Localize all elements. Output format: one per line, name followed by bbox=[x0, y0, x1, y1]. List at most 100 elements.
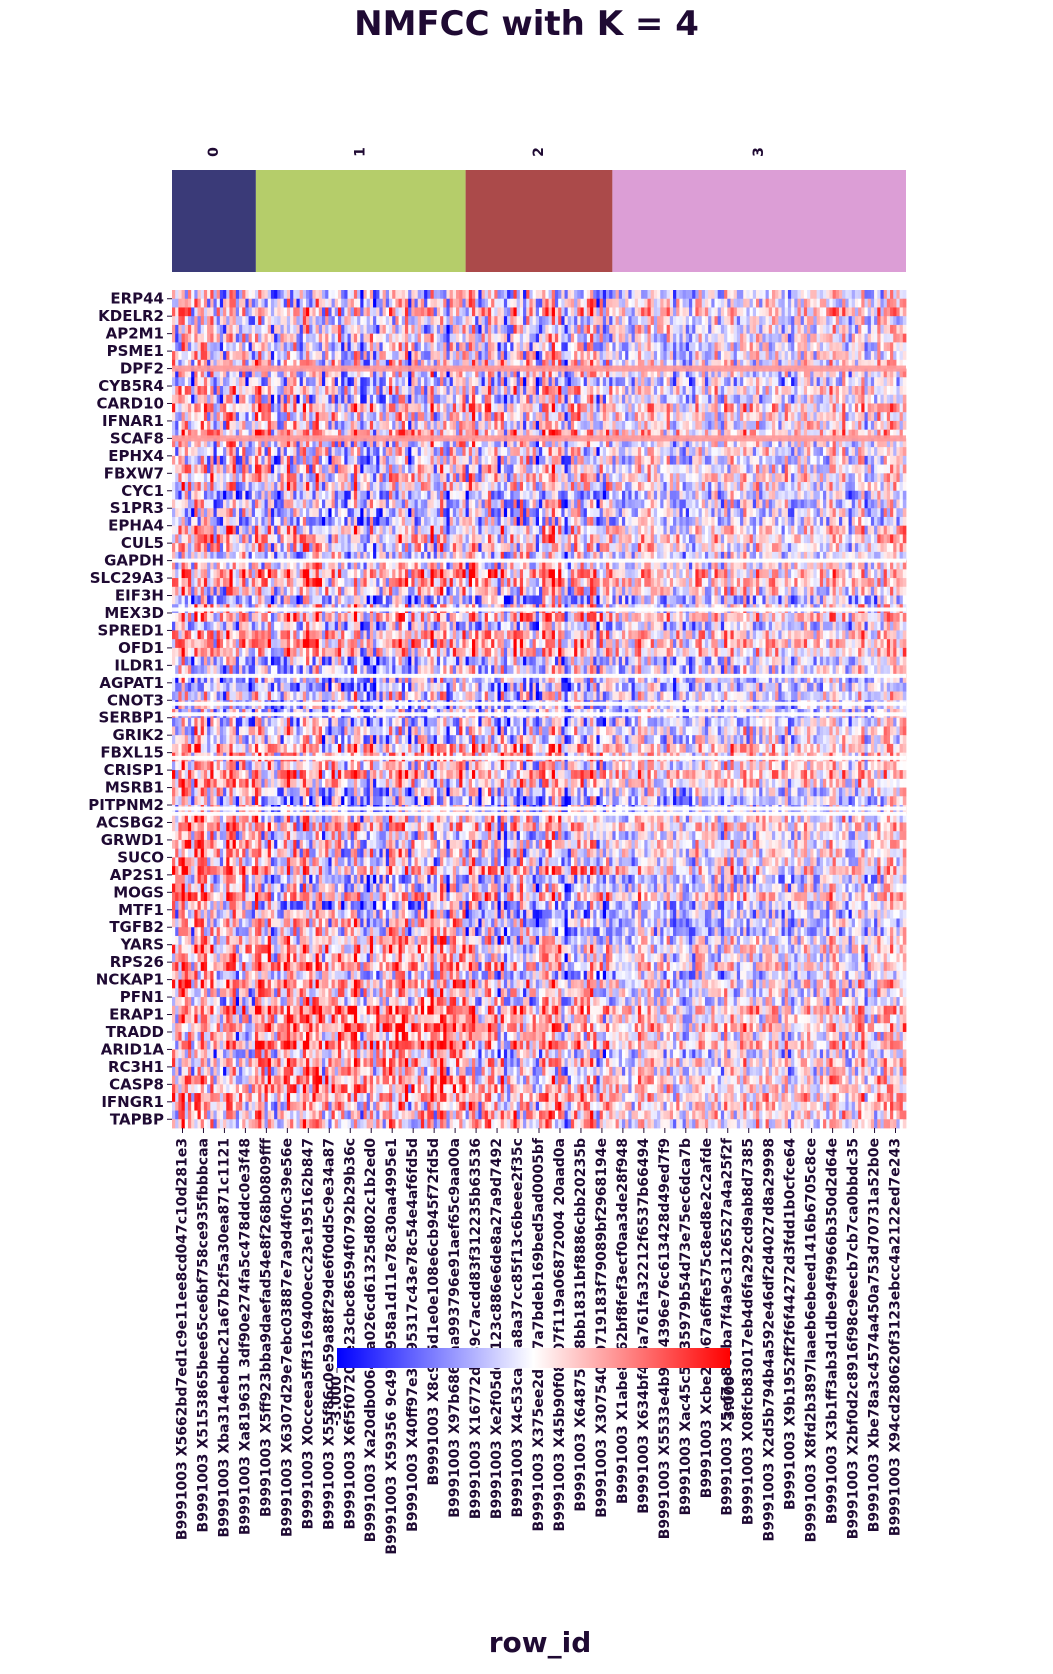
heatmap-cell bbox=[695, 368, 699, 378]
heatmap-cell bbox=[701, 429, 706, 439]
heatmap-cell bbox=[334, 394, 339, 404]
heatmap-cell bbox=[692, 333, 696, 343]
heatmap-cell bbox=[414, 447, 419, 457]
heatmap-cell bbox=[574, 316, 578, 326]
heatmap-cell bbox=[507, 342, 511, 352]
heatmap-cell bbox=[219, 438, 224, 448]
heatmap-cell bbox=[465, 447, 470, 457]
heatmap-cell bbox=[513, 351, 518, 361]
heatmap-cell bbox=[590, 429, 594, 439]
heatmap-cell bbox=[797, 359, 802, 369]
heatmap-cell bbox=[430, 394, 435, 404]
heatmap-cell bbox=[570, 473, 575, 483]
heatmap-cell bbox=[673, 333, 677, 343]
heatmap-cell bbox=[200, 438, 205, 448]
heatmap-cell bbox=[242, 429, 246, 439]
heatmap-cell bbox=[743, 342, 747, 352]
heatmap-cell bbox=[312, 473, 317, 483]
heatmap-cell bbox=[835, 464, 840, 474]
heatmap-cell bbox=[306, 290, 310, 300]
heatmap-cell bbox=[730, 316, 735, 326]
heatmap-cell bbox=[634, 455, 639, 465]
heatmap-cell bbox=[858, 290, 862, 300]
heatmap-cell bbox=[440, 316, 444, 326]
heatmap-cell bbox=[542, 455, 546, 465]
heatmap-cell bbox=[539, 464, 543, 474]
heatmap-cell bbox=[321, 447, 326, 457]
heatmap-cell bbox=[867, 438, 872, 448]
heatmap-cell bbox=[861, 386, 865, 396]
heatmap-cell bbox=[848, 394, 853, 404]
heatmap-cell bbox=[494, 368, 498, 378]
heatmap-cell bbox=[270, 290, 275, 300]
heatmap-cell bbox=[823, 403, 827, 413]
heatmap-cell bbox=[325, 464, 329, 474]
heatmap-cell bbox=[647, 473, 652, 483]
heatmap-cell bbox=[861, 324, 865, 335]
heatmap-cell bbox=[258, 324, 262, 335]
heatmap-cell bbox=[178, 342, 182, 352]
heatmap-cell bbox=[475, 298, 479, 308]
heatmap-cell bbox=[484, 473, 489, 483]
heatmap-cell bbox=[325, 333, 329, 343]
heatmap-cell bbox=[219, 290, 224, 300]
heatmap-cell bbox=[724, 333, 728, 343]
heatmap-cell bbox=[417, 324, 422, 335]
heatmap-cell bbox=[360, 386, 364, 396]
heatmap-cell bbox=[475, 403, 479, 413]
heatmap-cell bbox=[251, 447, 256, 457]
heatmap-cell bbox=[366, 438, 371, 448]
heatmap-cell bbox=[781, 342, 786, 352]
heatmap-cell bbox=[896, 394, 901, 404]
heatmap-cell bbox=[807, 290, 811, 300]
heatmap-cell bbox=[842, 386, 846, 396]
heatmap-cell bbox=[484, 298, 489, 308]
heatmap-cell bbox=[775, 298, 779, 308]
heatmap-cell bbox=[516, 316, 521, 326]
heatmap-cell bbox=[283, 342, 288, 352]
heatmap-cell bbox=[848, 412, 853, 422]
heatmap-cell bbox=[178, 368, 182, 378]
heatmap-cell bbox=[274, 394, 278, 404]
heatmap-cell bbox=[392, 359, 396, 369]
heatmap-cell bbox=[669, 438, 674, 448]
heatmap-cell bbox=[194, 473, 198, 483]
heatmap-cell bbox=[823, 429, 827, 439]
heatmap-cell bbox=[306, 386, 310, 396]
heatmap-cell bbox=[797, 351, 802, 361]
heatmap-cell bbox=[838, 290, 843, 300]
heatmap-cell bbox=[768, 412, 773, 422]
heatmap-cell bbox=[328, 473, 332, 483]
heatmap-cell bbox=[558, 447, 562, 457]
heatmap-cell bbox=[791, 307, 795, 317]
heatmap-cell bbox=[660, 377, 664, 387]
heatmap-cell bbox=[452, 298, 457, 308]
heatmap-cell bbox=[746, 447, 751, 457]
heatmap-cell bbox=[398, 473, 403, 483]
heatmap-cell bbox=[634, 473, 639, 483]
heatmap-cell bbox=[478, 377, 482, 387]
heatmap-cell bbox=[420, 394, 425, 404]
heatmap-cell bbox=[826, 412, 830, 422]
heatmap-cell bbox=[286, 342, 291, 352]
heatmap-cell bbox=[516, 368, 521, 378]
heatmap-cell bbox=[427, 368, 431, 378]
heatmap-cell bbox=[497, 316, 502, 326]
heatmap-cell bbox=[593, 394, 597, 404]
heatmap-cell bbox=[219, 412, 224, 422]
heatmap-cell bbox=[468, 473, 473, 483]
heatmap-cell bbox=[609, 438, 613, 448]
heatmap-cell bbox=[886, 420, 891, 431]
heatmap-cell bbox=[819, 359, 824, 369]
heatmap-cell bbox=[835, 316, 840, 326]
heatmap-cell bbox=[768, 316, 773, 326]
heatmap-cell bbox=[676, 438, 680, 448]
heatmap-cell bbox=[481, 307, 486, 317]
heatmap-cell bbox=[570, 403, 575, 413]
heatmap-cell bbox=[523, 455, 527, 465]
heatmap-cell bbox=[676, 420, 680, 431]
heatmap-cell bbox=[570, 290, 575, 300]
heatmap-cell bbox=[245, 316, 249, 326]
heatmap-cell bbox=[835, 377, 840, 387]
heatmap-cell bbox=[794, 455, 798, 465]
